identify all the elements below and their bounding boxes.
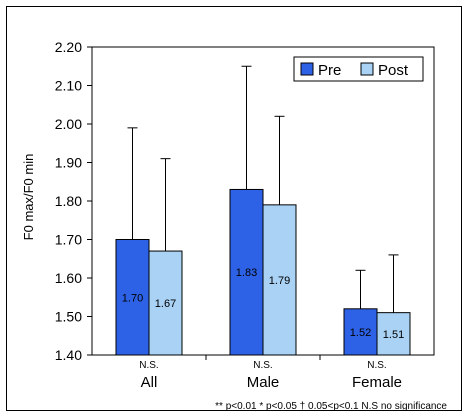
y-axis-label: F0 max/F0 min (21, 154, 36, 241)
y-tick-label: 2.10 (55, 78, 82, 94)
legend-label-pre: Pre (318, 62, 341, 79)
data-label: 1.79 (269, 275, 290, 287)
significance-label: N.S. (253, 360, 272, 371)
legend-swatch-pre (301, 63, 313, 75)
significance-label: N.S. (367, 360, 386, 371)
y-tick-label: 1.40 (55, 347, 82, 363)
y-tick-label: 1.80 (55, 193, 82, 209)
data-label: 1.70 (122, 292, 143, 304)
y-tick-label: 2.20 (55, 39, 82, 55)
y-tick-label: 1.70 (55, 232, 82, 248)
y-tick-label: 1.60 (55, 270, 82, 286)
y-axis-ticks: 1.40 1.50 1.60 1.70 1.80 1.90 2.00 2.10 2.20 (55, 39, 92, 363)
x-axis-categories: N.S. All N.S. Male N.S. Female (139, 355, 402, 391)
significance-label: N.S. (139, 360, 158, 371)
category-label: Male (247, 374, 280, 391)
data-label: 1.67 (155, 298, 176, 310)
data-label: 1.52 (350, 327, 371, 339)
y-tick-label: 2.00 (55, 116, 82, 132)
legend-label-post: Post (378, 62, 409, 79)
footnote: ** p<0.01 * p<0.05 † 0.05<p<0.1 N.S no s… (215, 401, 447, 412)
category-label: All (141, 374, 158, 391)
data-label: 1.83 (236, 267, 257, 279)
category-label: Female (352, 374, 402, 391)
legend: Pre Post (294, 57, 423, 81)
legend-swatch-post (361, 63, 373, 75)
y-tick-label: 1.50 (55, 309, 82, 325)
data-label: 1.51 (383, 329, 404, 341)
y-tick-label: 1.90 (55, 155, 82, 171)
